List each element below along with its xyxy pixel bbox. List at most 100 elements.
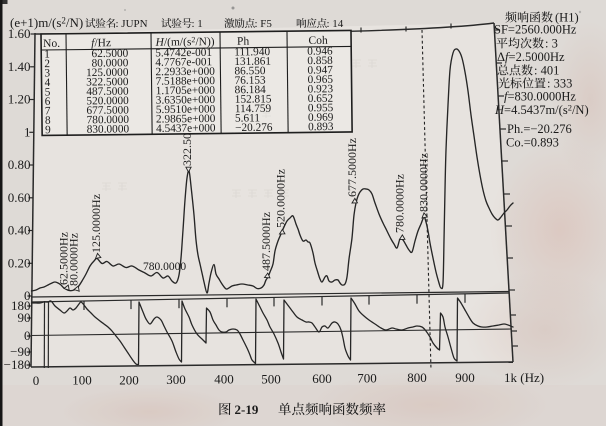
svg-text:1.40: 1.40 <box>8 59 31 74</box>
svg-text:125.0000Hz: 125.0000Hz <box>89 194 103 253</box>
svg-text:125.0000: 125.0000 <box>86 67 129 79</box>
svg-text:0.893: 0.893 <box>308 121 334 133</box>
svg-text:900: 900 <box>455 370 475 385</box>
svg-text:76.153: 76.153 <box>234 75 266 87</box>
svg-text:100: 100 <box>72 373 92 388</box>
svg-text:8: 8 <box>45 115 51 127</box>
svg-text:SF=2560.000Hz: SF=2560.000Hz <box>494 23 577 37</box>
svg-text:6: 6 <box>45 96 51 108</box>
svg-text:: 1: : 1 <box>192 18 203 30</box>
svg-text:520.0000: 520.0000 <box>86 95 129 107</box>
svg-text:H=4.5437m/(s2/N): H=4.5437m/(s2/N) <box>494 103 589 118</box>
svg-text:: JUPN: : JUPN <box>116 18 148 30</box>
svg-text:62.5000Hz: 62.5000Hz <box>57 232 71 285</box>
svg-text:780.0000: 780.0000 <box>87 114 130 126</box>
svg-text:f/Hz: f/Hz <box>91 37 111 49</box>
svg-text:7.5188e+000: 7.5188e+000 <box>155 75 215 88</box>
svg-text:520.0000Hz: 520.0000Hz <box>274 169 288 228</box>
svg-text:3.6350e+000: 3.6350e+000 <box>156 94 216 107</box>
svg-text:Ph.=−20.276: Ph.=−20.276 <box>507 122 572 136</box>
svg-text:400: 400 <box>214 372 234 387</box>
svg-text:Ph: Ph <box>237 36 250 48</box>
svg-text:90: 90 <box>18 310 31 325</box>
svg-text:: 333: : 333 <box>547 77 572 91</box>
svg-text:80.0000: 80.0000 <box>92 57 129 69</box>
svg-text:Δf=2.5000Hz: Δf=2.5000Hz <box>497 50 565 64</box>
svg-text:−20.276: −20.276 <box>235 122 273 134</box>
svg-text:4: 4 <box>44 77 50 89</box>
svg-text:(H1): (H1) <box>555 11 579 25</box>
svg-text:H/(m/(s2/N)): H/(m/(s2/N)) <box>155 35 215 49</box>
svg-text:0.965: 0.965 <box>307 74 333 86</box>
svg-text:780.0000Hz: 780.0000Hz <box>393 174 407 233</box>
svg-text:5.4742e-001: 5.4742e-001 <box>155 47 212 60</box>
svg-text:−180: −180 <box>4 357 31 372</box>
svg-text:780.0000: 780.0000 <box>143 261 186 273</box>
svg-text:600: 600 <box>312 371 332 386</box>
svg-text:487.5000: 487.5000 <box>86 86 129 98</box>
svg-text:152.815: 152.815 <box>235 93 272 105</box>
svg-text:131.861: 131.861 <box>234 56 271 68</box>
svg-text:1k (Hz): 1k (Hz) <box>504 370 544 385</box>
svg-text:80.0000Hz: 80.0000Hz <box>67 233 81 286</box>
svg-text:500: 500 <box>261 371 281 386</box>
svg-text:f=830.0000Hz: f=830.0000Hz <box>504 90 576 104</box>
svg-text:180: 180 <box>11 298 31 313</box>
svg-text:0.60: 0.60 <box>8 190 31 205</box>
svg-text:322.5000: 322.5000 <box>86 76 129 88</box>
svg-text:9: 9 <box>45 124 51 136</box>
svg-text:677.5000Hz: 677.5000Hz <box>345 138 359 197</box>
svg-text:2.9865e+000: 2.9865e+000 <box>156 113 216 126</box>
svg-text:0.40: 0.40 <box>8 223 31 238</box>
svg-text:200: 200 <box>119 372 139 387</box>
svg-text:0.969: 0.969 <box>308 112 334 124</box>
svg-text:1.1705e+000: 1.1705e+000 <box>156 85 216 98</box>
svg-text:86.550: 86.550 <box>234 65 266 77</box>
svg-text:86.184: 86.184 <box>235 84 267 96</box>
svg-text:677.5000: 677.5000 <box>86 104 129 116</box>
svg-text:700: 700 <box>357 371 377 386</box>
svg-text:2-19: 2-19 <box>235 402 259 417</box>
svg-text:5.611: 5.611 <box>235 112 260 124</box>
svg-text:−90: −90 <box>10 344 30 359</box>
svg-text:111.940: 111.940 <box>234 46 270 58</box>
svg-text:: 14: : 14 <box>327 18 344 30</box>
svg-text:2: 2 <box>44 58 50 70</box>
svg-text:114.759: 114.759 <box>235 103 272 115</box>
svg-text:0.20: 0.20 <box>8 255 31 270</box>
svg-text:300: 300 <box>166 372 186 387</box>
svg-text:3: 3 <box>44 67 50 79</box>
svg-text:0.947: 0.947 <box>307 64 333 76</box>
svg-text:0.858: 0.858 <box>307 55 333 67</box>
svg-text:800: 800 <box>407 370 427 385</box>
svg-text:487.5000Hz: 487.5000Hz <box>259 212 273 271</box>
svg-text:1.60: 1.60 <box>8 26 31 41</box>
svg-text:830.0000: 830.0000 <box>87 123 130 135</box>
svg-text:0.80: 0.80 <box>8 157 31 172</box>
svg-text:: F5: : F5 <box>255 18 273 30</box>
svg-text:1: 1 <box>24 124 31 139</box>
svg-text:Coh: Coh <box>308 35 328 47</box>
svg-text:1: 1 <box>44 49 50 61</box>
svg-text:62.5000: 62.5000 <box>91 48 128 60</box>
svg-text:7: 7 <box>45 105 51 117</box>
svg-text:5: 5 <box>45 86 51 98</box>
svg-text:0.652: 0.652 <box>308 93 334 105</box>
svg-text:0: 0 <box>33 373 40 388</box>
svg-text:Co.=0.893: Co.=0.893 <box>506 136 559 150</box>
svg-text:0.946: 0.946 <box>307 45 333 57</box>
svg-text:2.2933e+000: 2.2933e+000 <box>155 66 215 79</box>
svg-text:1.20: 1.20 <box>8 92 31 107</box>
svg-text:0: 0 <box>24 328 31 343</box>
svg-text:: 401: : 401 <box>534 64 559 78</box>
svg-text:830.0000Hz: 830.0000Hz <box>417 153 431 212</box>
svg-text:4.7767e-001: 4.7767e-001 <box>155 56 212 69</box>
svg-text:4.5437e+000: 4.5437e+000 <box>156 122 216 135</box>
svg-text:: 3: : 3 <box>545 37 558 51</box>
svg-text:5.9510e+000: 5.9510e+000 <box>156 103 216 116</box>
svg-text:No.: No. <box>43 38 60 50</box>
svg-text:0: 0 <box>24 288 31 303</box>
svg-text:0.923: 0.923 <box>308 83 334 95</box>
svg-text:(e+1)m/(s2/N): (e+1)m/(s2/N) <box>10 15 83 30</box>
svg-text:0.955: 0.955 <box>308 102 334 114</box>
